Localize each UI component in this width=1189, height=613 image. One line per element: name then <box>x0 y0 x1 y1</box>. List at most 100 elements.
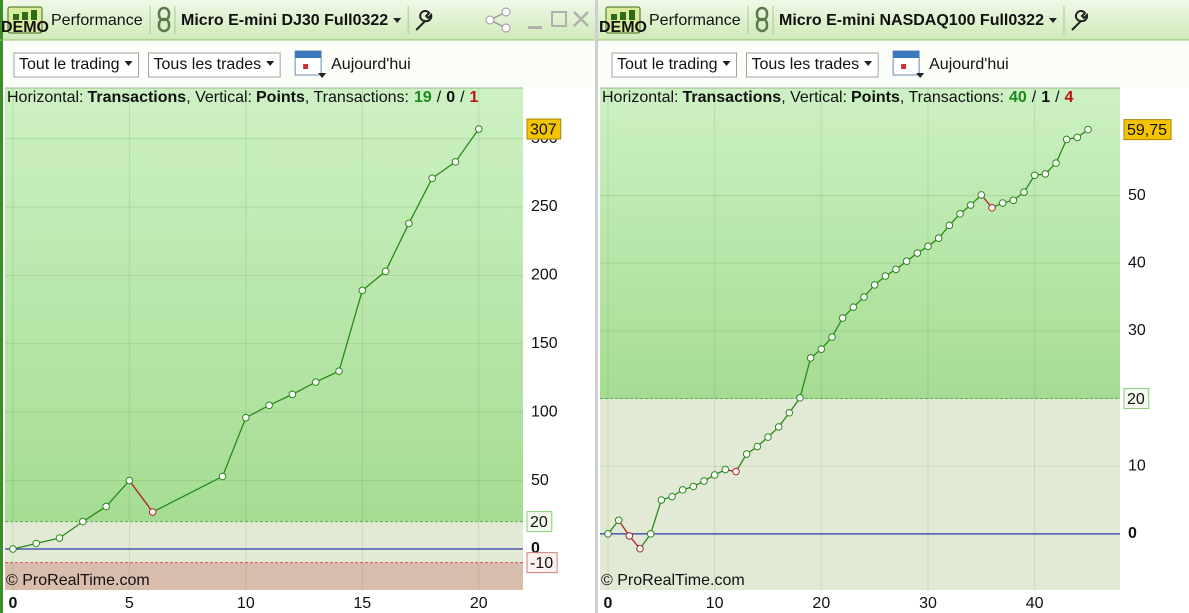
equity-segment <box>82 506 107 523</box>
equity-segment <box>408 177 433 224</box>
plot <box>600 88 1120 590</box>
info-wins: 40 <box>1009 89 1027 106</box>
x-tick-label: 0 <box>8 595 17 612</box>
trade-point <box>1009 196 1018 205</box>
wrench-icon[interactable] <box>1071 10 1089 31</box>
trade-point <box>998 199 1007 207</box>
y-tick-label: 250 <box>531 198 558 215</box>
trade-point <box>9 545 17 553</box>
trade-point <box>913 249 922 257</box>
caret <box>124 61 133 66</box>
trade-point <box>451 158 460 166</box>
trade-point <box>242 413 250 422</box>
equity-segment <box>12 542 37 550</box>
caret <box>318 73 327 78</box>
trade-point <box>977 191 986 199</box>
x-tick-label: 10 <box>706 595 724 612</box>
equity-segment <box>454 128 480 163</box>
info-vertical-label: , Vertical: <box>781 89 847 106</box>
equity-segment <box>59 521 84 539</box>
lower-threshold-label-box <box>526 552 558 574</box>
x-tick-label: 10 <box>237 595 255 612</box>
trade-point <box>625 532 634 540</box>
trade-point <box>892 265 900 274</box>
dropdown-label: Tout le trading <box>617 56 718 73</box>
x-tick-label: 0 <box>604 595 613 612</box>
tab-label[interactable]: Performance <box>51 12 143 29</box>
watermark: © ProRealTime.com <box>6 572 150 589</box>
trade-point <box>860 293 868 301</box>
last-value-label: 307 <box>530 121 557 138</box>
info-neutral: 1 <box>1041 89 1050 106</box>
dropdown-label: Tout le trading <box>19 56 120 73</box>
trade-point <box>311 378 320 386</box>
info-horizontal-label: Horizontal: <box>602 89 678 106</box>
demo-icon-bar <box>620 12 626 20</box>
info-losses: 4 <box>1065 89 1074 106</box>
watermark: © ProRealTime.com <box>601 572 745 589</box>
trade-point <box>657 496 666 504</box>
dropdown[interactable] <box>746 52 879 78</box>
trade-point <box>1020 188 1028 196</box>
dropdown-label: Tous les trades <box>752 56 860 73</box>
trade-point <box>838 314 847 322</box>
calendar-top <box>295 51 322 58</box>
x-tick-label: 40 <box>1026 595 1044 612</box>
last-value-label: 59,75 <box>1127 122 1167 139</box>
maximize-button[interactable] <box>551 11 567 27</box>
info-losses: 1 <box>470 89 479 106</box>
trade-point <box>764 433 772 441</box>
share-icon-node <box>501 23 511 33</box>
share-icon-node <box>485 15 495 25</box>
trade-point <box>55 534 64 542</box>
y-tick-label: 150 <box>531 335 558 352</box>
dropdown[interactable] <box>13 52 140 78</box>
equity-segment <box>431 161 456 179</box>
equity-segment <box>105 480 130 507</box>
caret <box>1048 18 1057 23</box>
last-value-label-box <box>1123 119 1172 141</box>
y-tick-label: 50 <box>531 472 549 489</box>
equity-segment <box>268 393 293 406</box>
trade-point <box>474 125 483 133</box>
wrench-icon[interactable] <box>415 10 433 31</box>
trade-point <box>1062 135 1071 144</box>
trade-point <box>785 408 794 417</box>
neutral-zone <box>5 521 523 563</box>
date-label: Aujourd'hui <box>929 56 1009 73</box>
info-wins: 19 <box>414 89 432 106</box>
info-vertical: Points <box>851 89 900 106</box>
trade-point <box>1073 133 1082 142</box>
trade-point <box>732 467 740 476</box>
tab-label[interactable]: Performance <box>649 12 741 29</box>
dropdown[interactable] <box>611 52 738 78</box>
equity-segment <box>1055 139 1068 164</box>
minimize-button[interactable] <box>528 26 542 29</box>
link-icon <box>755 17 769 33</box>
trade-point <box>614 516 623 525</box>
info-count-label: , Transactions: <box>305 89 409 106</box>
trade-point <box>710 471 719 479</box>
instrument-title[interactable]: Micro E-mini NASDAQ100 Full0322 <box>779 12 1044 29</box>
equity-segment <box>338 290 363 372</box>
y-tick-label: 0 <box>531 540 540 557</box>
equity-segment <box>36 537 60 545</box>
equity-segment <box>128 480 154 513</box>
info-line: Horizontal: Transactions, Vertical: Points… <box>602 89 1074 106</box>
trade-point <box>428 174 436 183</box>
demo-label: DEMO <box>599 19 647 36</box>
trade-point <box>956 210 964 218</box>
trade-point <box>668 492 676 501</box>
close-button[interactable] <box>573 11 589 27</box>
x-tick-label: 20 <box>470 595 488 612</box>
date-label: Aujourd'hui <box>331 56 411 73</box>
trade-point <box>218 472 227 481</box>
trade-point <box>721 465 730 474</box>
info-count-label: , Transactions: <box>900 89 1004 106</box>
demo-icon-bar <box>13 14 19 20</box>
trade-point <box>148 508 157 516</box>
dropdown[interactable] <box>148 52 281 78</box>
info-separator: / <box>460 89 465 106</box>
instrument-title[interactable]: Micro E-mini DJ30 Full0322 <box>181 12 388 29</box>
